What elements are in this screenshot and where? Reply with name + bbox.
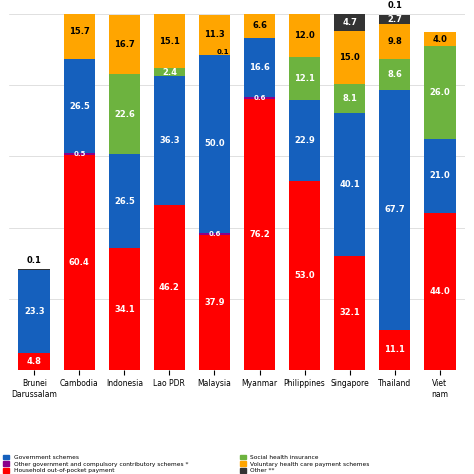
Bar: [154, 76, 185, 206]
Bar: [109, 155, 140, 248]
Text: 40.1: 40.1: [339, 180, 360, 189]
Bar: [379, 330, 410, 370]
Text: 11.3: 11.3: [204, 30, 225, 39]
Text: 12.0: 12.0: [294, 31, 315, 40]
Text: 22.6: 22.6: [114, 109, 135, 118]
Text: 0.6: 0.6: [208, 231, 221, 237]
Text: 67.7: 67.7: [384, 205, 405, 214]
Text: 50.0: 50.0: [204, 139, 225, 148]
Bar: [289, 182, 320, 370]
Text: 9.8: 9.8: [387, 37, 402, 46]
Bar: [334, 113, 365, 255]
Bar: [379, 24, 410, 59]
Bar: [334, 31, 365, 84]
Text: 16.6: 16.6: [249, 63, 270, 72]
Bar: [424, 32, 456, 46]
Bar: [18, 353, 50, 370]
Bar: [334, 14, 365, 31]
Bar: [379, 90, 410, 330]
Bar: [289, 14, 320, 57]
Text: 0.1: 0.1: [217, 49, 229, 55]
Bar: [334, 84, 365, 113]
Text: 34.1: 34.1: [114, 305, 135, 314]
Text: 15.1: 15.1: [159, 36, 180, 46]
Bar: [244, 99, 275, 370]
Bar: [64, 3, 95, 59]
Bar: [64, 155, 95, 370]
Bar: [199, 15, 230, 55]
Text: 4.0: 4.0: [432, 35, 447, 44]
Text: 26.5: 26.5: [114, 197, 135, 206]
Bar: [379, 59, 410, 90]
Text: 4.7: 4.7: [342, 18, 357, 27]
Text: 23.3: 23.3: [24, 307, 45, 316]
Text: 16.7: 16.7: [114, 40, 135, 49]
Text: 0.1: 0.1: [27, 256, 42, 265]
Text: 76.2: 76.2: [249, 230, 270, 239]
Bar: [244, 97, 275, 99]
Bar: [199, 233, 230, 235]
Text: 32.1: 32.1: [339, 308, 360, 317]
Text: 21.0: 21.0: [429, 172, 450, 181]
Bar: [379, 15, 410, 24]
Text: 15.7: 15.7: [69, 27, 90, 36]
Text: 26.0: 26.0: [429, 88, 450, 97]
Text: 12.1: 12.1: [294, 74, 315, 83]
Text: 0.1: 0.1: [387, 1, 402, 10]
Legend: Social health insurance, Voluntary health care payment schemes, Other **: Social health insurance, Voluntary healt…: [240, 455, 370, 474]
Bar: [289, 100, 320, 182]
Bar: [424, 138, 456, 213]
Text: 2.7: 2.7: [387, 15, 402, 24]
Text: 8.6: 8.6: [387, 70, 402, 79]
Bar: [199, 55, 230, 233]
Text: 37.9: 37.9: [204, 298, 225, 307]
Bar: [18, 270, 50, 353]
Text: 22.9: 22.9: [294, 136, 315, 145]
Bar: [109, 248, 140, 370]
Text: 6.2: 6.2: [22, 19, 36, 28]
Bar: [154, 68, 185, 76]
Bar: [154, 206, 185, 370]
Bar: [289, 57, 320, 100]
Text: 0.5: 0.5: [73, 151, 85, 157]
Text: 6.6: 6.6: [252, 21, 267, 30]
Bar: [109, 15, 140, 74]
Text: 60.4: 60.4: [69, 258, 90, 267]
Bar: [424, 213, 456, 370]
Bar: [154, 14, 185, 68]
Bar: [424, 46, 456, 138]
Text: 11.1: 11.1: [384, 346, 405, 355]
Bar: [64, 153, 95, 155]
Text: 2.4: 2.4: [162, 68, 177, 77]
Text: 44.0: 44.0: [429, 287, 450, 296]
Text: 46.2: 46.2: [159, 283, 180, 292]
Bar: [244, 14, 275, 38]
Bar: [109, 74, 140, 155]
Text: 8.1: 8.1: [342, 94, 357, 103]
Bar: [334, 255, 365, 370]
Bar: [199, 235, 230, 370]
Text: 0.6: 0.6: [253, 95, 266, 101]
Bar: [244, 38, 275, 97]
Text: 15.0: 15.0: [339, 53, 360, 62]
Text: 36.3: 36.3: [159, 137, 180, 146]
Text: 4.8: 4.8: [27, 357, 42, 365]
Text: 53.0: 53.0: [294, 271, 315, 280]
Bar: [64, 59, 95, 153]
Text: 26.5: 26.5: [69, 101, 90, 110]
